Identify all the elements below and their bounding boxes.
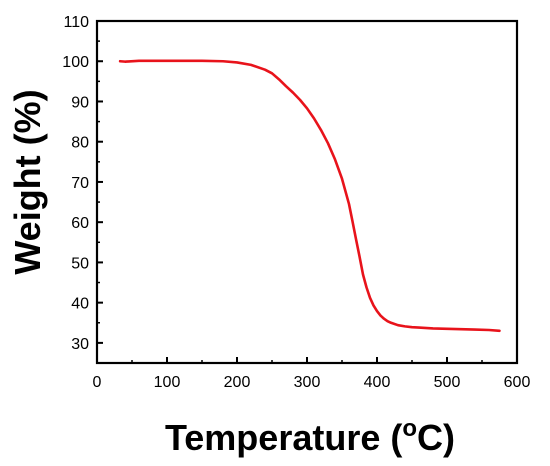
x-tick-label-0: 0 bbox=[93, 374, 102, 391]
x-tick-label-500: 500 bbox=[434, 374, 461, 391]
x-axis-ticks: 0 100 200 300 400 500 600 bbox=[93, 357, 531, 391]
x-tick-label-300: 300 bbox=[294, 374, 321, 391]
series-layer bbox=[118, 59, 501, 333]
x-axis-title-close: ) bbox=[443, 417, 455, 458]
y-tick-label-60: 60 bbox=[71, 215, 89, 232]
y-tick-label-110: 110 bbox=[63, 14, 89, 31]
plot-area bbox=[95, 19, 519, 365]
x-axis-title-open: ( bbox=[380, 417, 402, 458]
x-tick-label-200: 200 bbox=[224, 374, 251, 391]
y-tick-label-80: 80 bbox=[71, 135, 89, 152]
y-axis-title: Weight (%) bbox=[7, 89, 48, 274]
y-tick-label-30: 30 bbox=[71, 336, 89, 353]
x-axis-title-label: Temperature bbox=[165, 417, 380, 458]
y-tick-label-100: 100 bbox=[62, 54, 89, 71]
x-axis-title-unit: C bbox=[417, 417, 443, 458]
y-tick-label-70: 70 bbox=[71, 175, 89, 192]
x-tick-label-100: 100 bbox=[154, 374, 181, 391]
y-tick-label-90: 90 bbox=[71, 94, 89, 111]
y-axis-ticks: 30 40 50 60 70 80 90 100 110 bbox=[62, 14, 103, 353]
x-tick-label-600: 600 bbox=[504, 374, 531, 391]
plot-frame bbox=[95, 19, 519, 365]
x-tick-label-400: 400 bbox=[364, 374, 391, 391]
y-tick-label-40: 40 bbox=[71, 296, 89, 313]
series-line-0 bbox=[118, 59, 501, 333]
x-axis-title-degree: o bbox=[402, 415, 417, 442]
x-axis-title: Temperature (oC) bbox=[165, 415, 455, 458]
y-tick-label-50: 50 bbox=[71, 255, 89, 272]
